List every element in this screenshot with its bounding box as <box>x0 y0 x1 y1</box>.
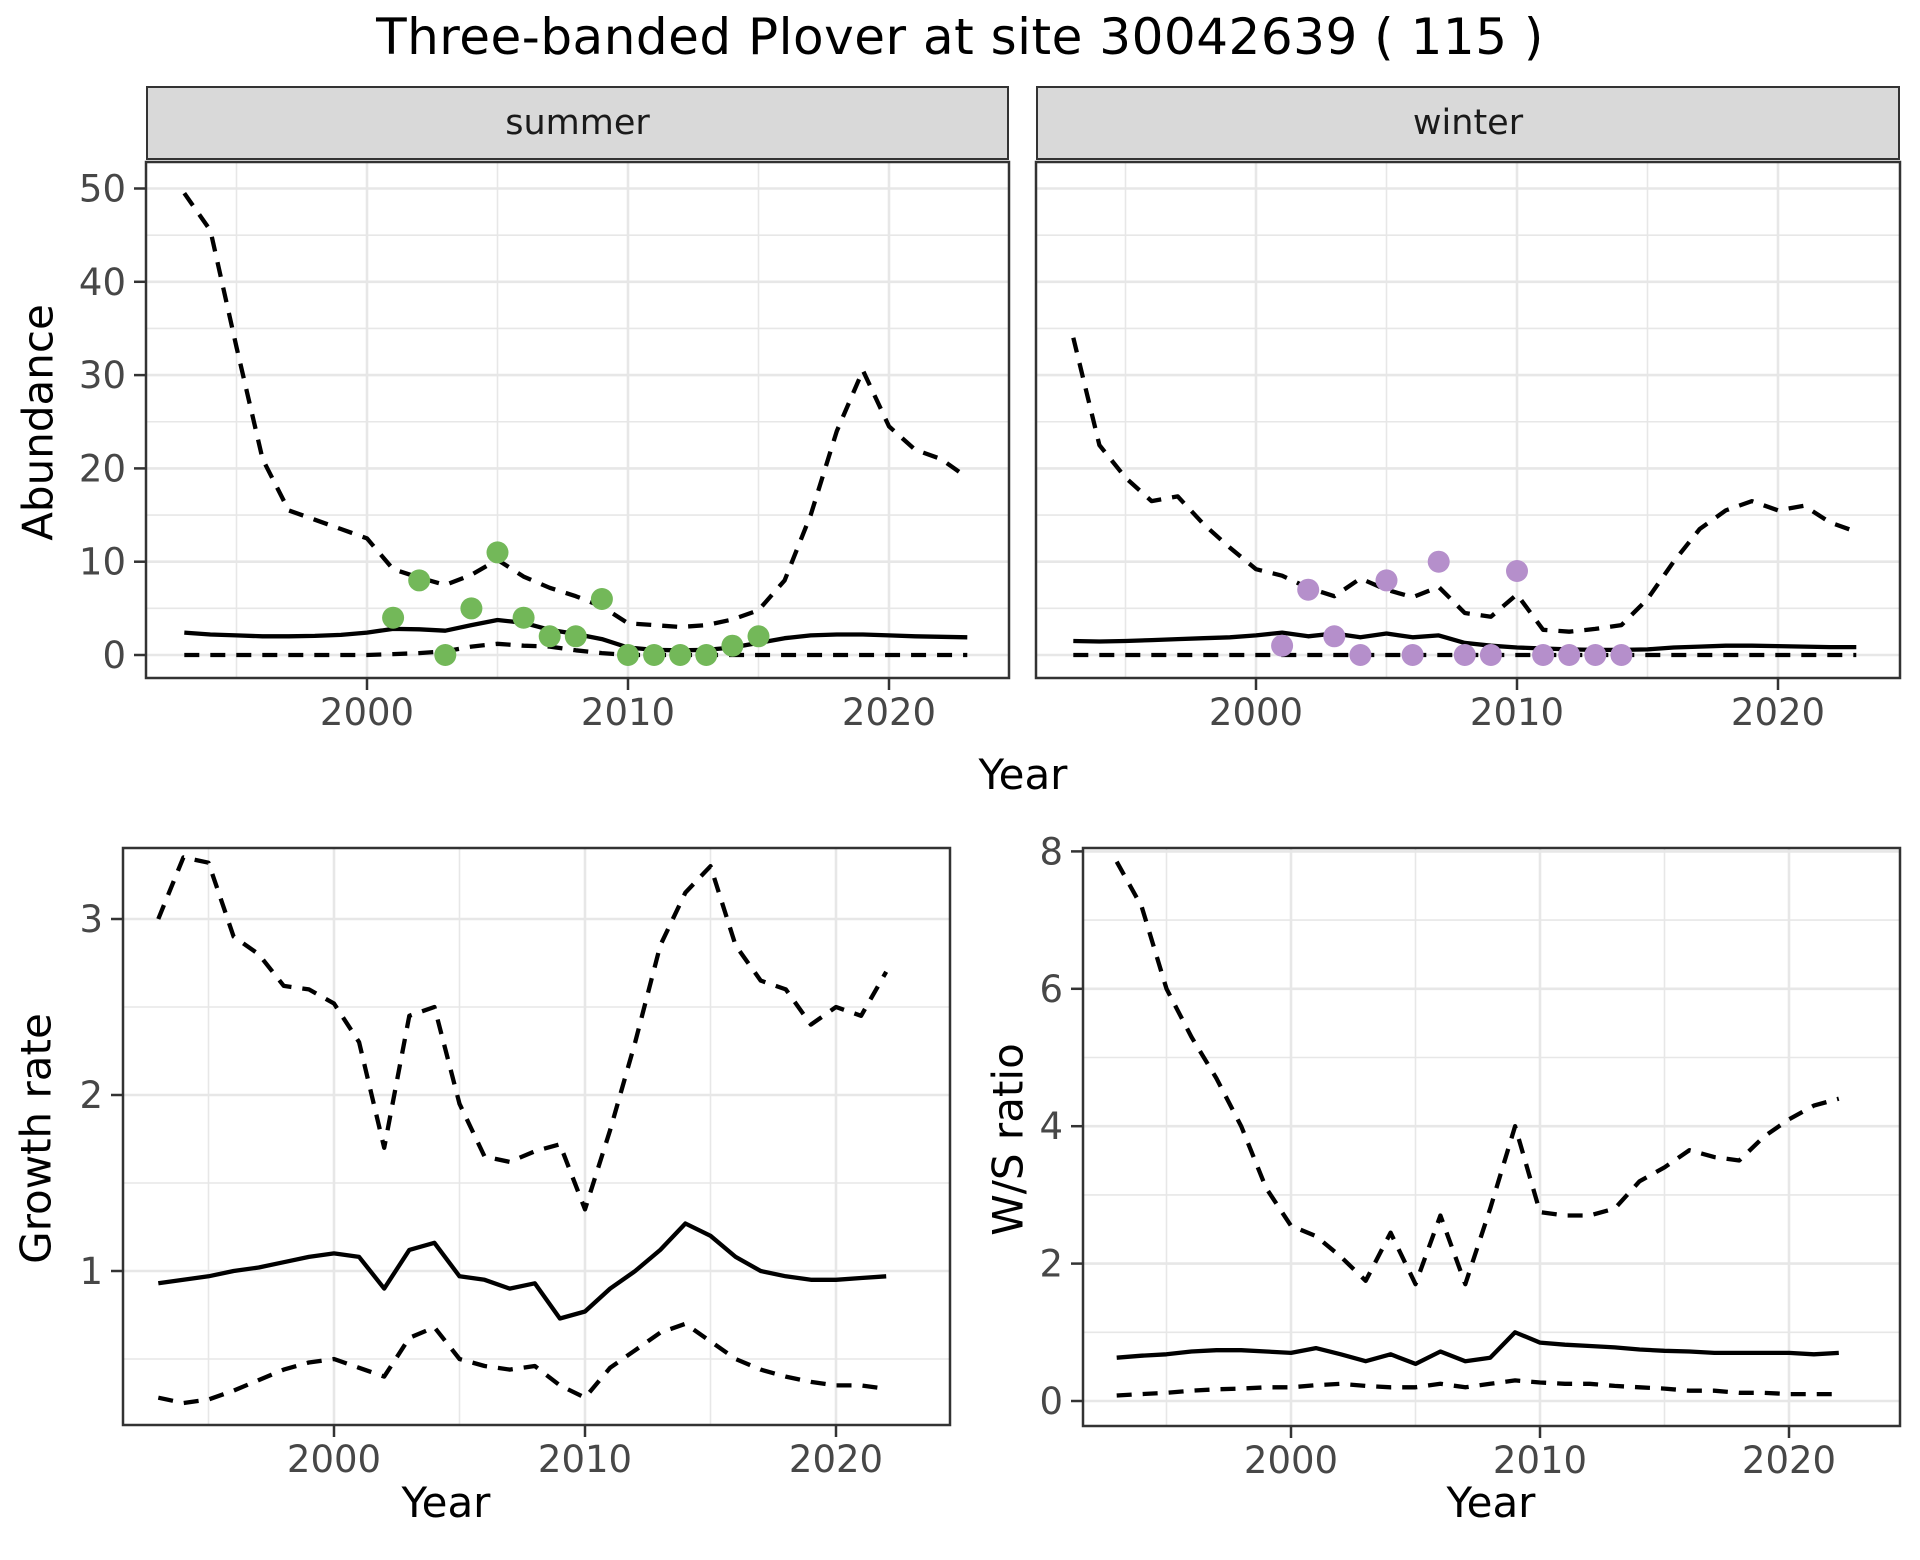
data-point-observed-counts-summer <box>669 644 692 666</box>
x-tick-label: 2000 <box>1244 1439 1338 1482</box>
x-tick-label: 2020 <box>842 691 936 734</box>
data-point-observed-counts-winter <box>1506 560 1528 582</box>
data-point-observed-counts-summer <box>408 569 431 592</box>
panel-growth-rate: 2000 2010 2020 1 2 3 <box>79 846 952 1481</box>
data-point-observed-counts-summer <box>721 634 744 657</box>
y-tick-label: 0 <box>102 634 126 677</box>
y-tick-label: 40 <box>79 261 126 304</box>
facet-strip-winter-label: winter <box>1412 103 1524 143</box>
x-tick-label: 2020 <box>1731 691 1825 734</box>
series-median <box>1073 630 1857 653</box>
x-tick-label: 2010 <box>538 1438 632 1481</box>
y-tick-label: 4 <box>1039 1105 1063 1148</box>
y-tick-label: 10 <box>79 541 126 584</box>
x-tick-label: 2010 <box>1493 1439 1587 1482</box>
series-lower-95ci <box>157 1321 887 1406</box>
series-median <box>1116 1330 1839 1367</box>
facet-strip-summer-label: summer <box>505 103 650 143</box>
data-point-observed-counts-summer <box>564 625 587 648</box>
data-point-observed-counts-summer <box>643 644 666 666</box>
data-point-observed-counts-winter <box>1401 644 1424 666</box>
x-tick-label: 2000 <box>320 691 414 734</box>
chart-title: Three-banded Plover at site 30042639 ( 1… <box>376 8 1544 66</box>
data-point-observed-counts-summer <box>382 606 405 629</box>
y-tick-label: 2 <box>1039 1243 1063 1286</box>
data-point-observed-counts-summer <box>486 541 509 564</box>
x-axis-title-year-top: Year <box>978 750 1068 799</box>
x-axis-title-year-growth: Year <box>401 1478 491 1527</box>
y-tick-label: 8 <box>1039 830 1063 873</box>
panel-abundance-winter: 2000 2010 2020 <box>1034 160 1902 734</box>
data-point-observed-counts-summer <box>434 644 457 666</box>
data-point-observed-counts-summer <box>538 625 561 648</box>
series-upper-95ci <box>156 855 889 1212</box>
series-upper-95ci <box>182 191 969 630</box>
panel-abundance-summer: 2000 2010 2020 0 10 20 30 40 50 <box>79 160 1011 734</box>
data-point-observed-counts-winter <box>1297 578 1320 601</box>
x-tick-label: 2020 <box>789 1438 883 1481</box>
data-point-observed-counts-winter <box>1271 634 1294 657</box>
series-median <box>158 1221 887 1321</box>
data-point-observed-counts-winter <box>1584 644 1607 666</box>
data-point-observed-counts-summer <box>617 644 639 666</box>
data-point-observed-counts-summer <box>747 625 770 648</box>
facet-strip-winter: winter <box>1036 86 1900 160</box>
data-point-observed-counts-winter <box>1610 644 1633 666</box>
x-tick-label: 2000 <box>1209 691 1303 734</box>
data-point-observed-counts-winter <box>1375 569 1398 592</box>
series-lower-95ci <box>1116 1378 1839 1398</box>
y-tick-label: 3 <box>79 898 103 941</box>
panel-ws-ratio: 2000 2010 2020 0 2 4 6 8 <box>1039 830 1902 1482</box>
data-point-observed-counts-summer <box>460 597 483 620</box>
data-point-observed-counts-winter <box>1349 644 1372 666</box>
x-tick-label: 2000 <box>287 1438 381 1481</box>
facet-strip-summer: summer <box>146 86 1009 160</box>
data-point-observed-counts-winter <box>1323 625 1346 648</box>
y-tick-label: 1 <box>79 1250 103 1293</box>
data-point-observed-counts-summer <box>512 606 535 629</box>
data-point-observed-counts-summer <box>590 588 613 610</box>
data-point-observed-counts-summer <box>695 644 718 666</box>
series-upper-95ci <box>1071 337 1858 634</box>
data-point-observed-counts-winter <box>1532 644 1555 666</box>
data-point-observed-counts-winter <box>1479 644 1502 666</box>
x-tick-label: 2010 <box>581 691 675 734</box>
y-tick-label: 20 <box>79 447 126 490</box>
y-tick-label: 50 <box>79 168 126 211</box>
series-lower-95ci <box>184 641 968 658</box>
data-point-observed-counts-winter <box>1558 644 1581 666</box>
data-point-observed-counts-winter <box>1427 550 1450 573</box>
x-tick-label: 2020 <box>1742 1439 1836 1482</box>
y-tick-label: 2 <box>79 1074 103 1117</box>
y-tick-label: 0 <box>1039 1380 1063 1423</box>
x-axis-title-year-ws: Year <box>1446 1478 1536 1527</box>
data-point-observed-counts-winter <box>1453 644 1476 666</box>
y-tick-label: 6 <box>1039 968 1063 1011</box>
x-tick-label: 2010 <box>1470 691 1564 734</box>
y-tick-label: 30 <box>79 354 126 397</box>
